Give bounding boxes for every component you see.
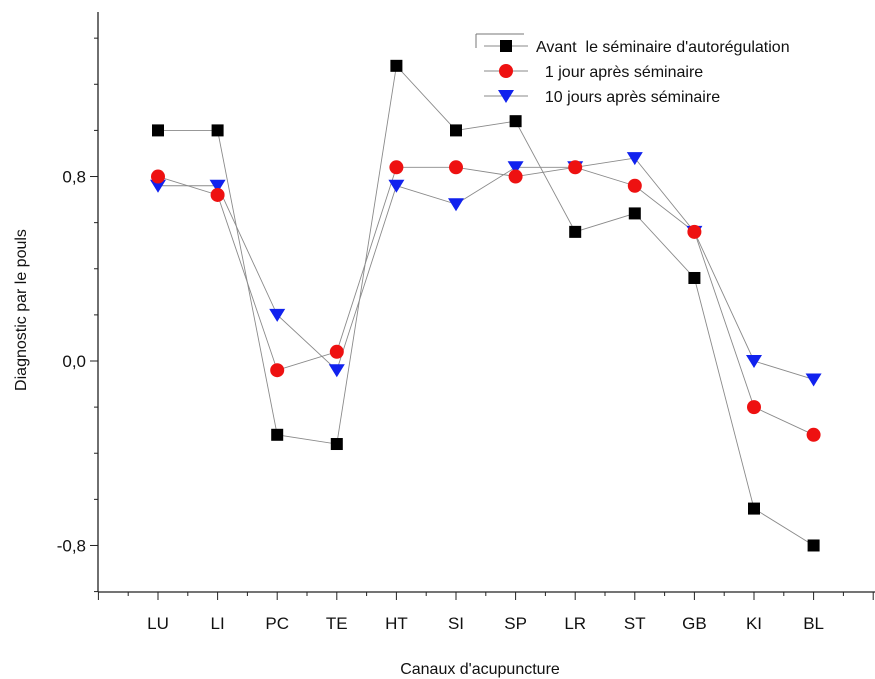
y-axis-title: Diagnostic par le pouls: [13, 229, 30, 391]
x-tick-label-si: SI: [448, 614, 464, 633]
x-tick-label-st: ST: [624, 614, 646, 633]
series-1-point-li: [211, 124, 224, 137]
series-3-point-pc: [269, 308, 286, 322]
series-1-point-ht: [390, 59, 403, 72]
series-1-point-lu: [152, 124, 164, 137]
series-1-point-sp: [509, 115, 522, 128]
legend-marker-2: [499, 64, 513, 78]
series-2-point-lr: [568, 160, 583, 175]
series-3-point-lu: [150, 179, 166, 193]
series-2-point-te: [329, 344, 344, 359]
series-1-point-gb: [688, 271, 701, 284]
x-axis-title: Canaux d'acupuncture: [400, 661, 560, 678]
series-2-point-si: [449, 160, 463, 175]
series-3-point-ht: [388, 179, 405, 193]
legend-marker-1: [500, 40, 512, 52]
series-1-point-si: [450, 124, 462, 137]
legend: Avant le séminaire d'autorégulation 1 jo…: [475, 33, 790, 106]
series-1-point-ki: [748, 502, 760, 515]
y-tick-label: 0,8: [62, 168, 86, 187]
axes: -0,8 0,0 0,8 LU LI PC TE HT SI SP LR ST GB KI BL: [57, 12, 875, 633]
legend-marker-3: [498, 90, 514, 103]
series-2-point-pc: [270, 363, 285, 378]
series-3-point-st: [626, 152, 643, 166]
series-2-point-st: [627, 178, 642, 193]
x-tick-label-gb: GB: [682, 614, 707, 633]
y-tick-label: -0,8: [57, 536, 86, 555]
x-tick-label-te: TE: [326, 614, 348, 633]
x-tick-label-ht: HT: [385, 614, 408, 633]
series-1-point-st: [628, 207, 641, 220]
x-tick-label-ki: KI: [746, 614, 762, 633]
series-2-line: [157, 166, 814, 436]
x-tick-label-pc: PC: [265, 614, 289, 633]
series-1-point-pc: [271, 428, 284, 441]
series-2-point-gb: [687, 224, 702, 239]
series-2-point-ki: [747, 400, 761, 415]
x-tick-label-sp: SP: [504, 614, 527, 633]
series-3-line: [158, 157, 814, 380]
series-3-point-bl: [805, 373, 822, 387]
series-layer: [150, 59, 822, 552]
series-3-point-sp: [507, 161, 524, 175]
legend-label-2: 1 jour après séminaire: [536, 64, 703, 81]
series-3-point-te: [328, 364, 345, 378]
y-tick-label: 0,0: [62, 352, 86, 371]
series-1-line: [158, 64, 814, 546]
legend-label-3: 10 jours après séminaire: [536, 89, 720, 106]
series-2-point-li: [210, 187, 225, 202]
series-1-point-te: [330, 438, 343, 451]
x-tick-label-bl: BL: [803, 614, 824, 633]
series-2-point-lu: [151, 169, 165, 184]
series-2-point-ht: [389, 160, 404, 175]
legend-label-1: Avant le séminaire d'autorégulation: [536, 39, 790, 56]
series-3-point-si: [448, 198, 464, 212]
series-3-point-ki: [746, 355, 762, 368]
x-tick-label-li: LI: [211, 614, 225, 633]
x-tick-label-lu: LU: [147, 614, 169, 633]
series-2-point-sp: [508, 169, 523, 184]
series-2-point-bl: [806, 427, 821, 442]
series-1-point-lr: [569, 225, 582, 238]
series-3-point-li: [209, 179, 226, 193]
x-tick-label-lr: LR: [564, 614, 586, 633]
series-1-point-bl: [807, 539, 820, 552]
